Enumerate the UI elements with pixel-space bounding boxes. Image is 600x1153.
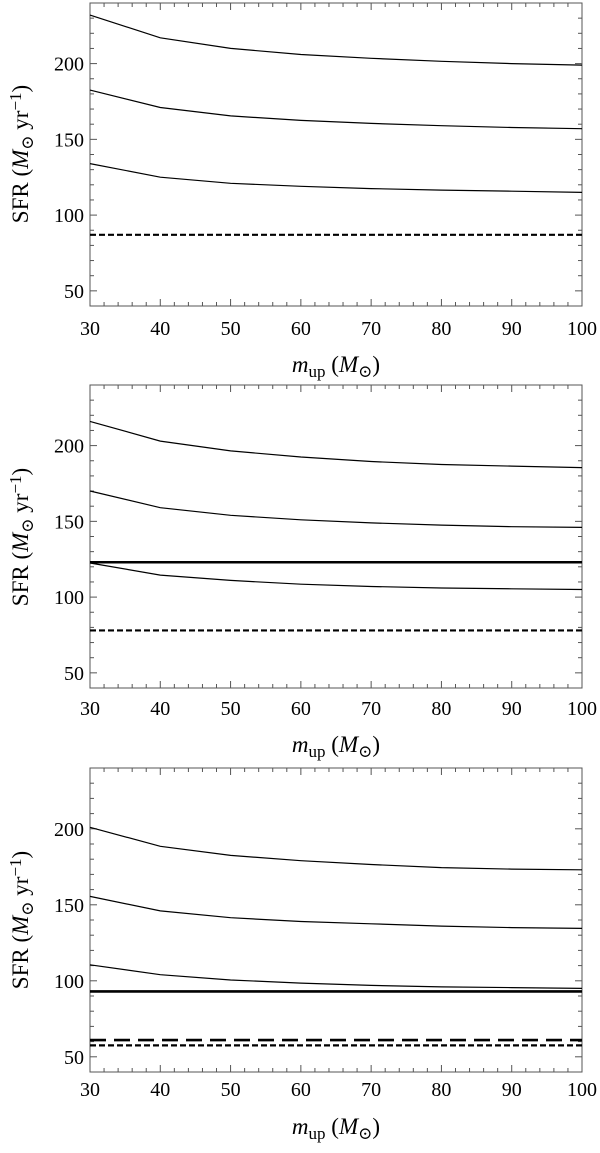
x-tick-label: 40 (150, 698, 170, 720)
x-tick-label: 90 (502, 698, 522, 720)
y-tick-label: 150 (54, 511, 84, 533)
y-tick-label: 50 (64, 663, 84, 685)
y-axis-label: SFR (M⊙ yr−1) (6, 468, 37, 606)
series-line-1 (89, 420, 583, 469)
y-tick-label: 200 (54, 54, 84, 76)
series-line-3 (89, 562, 583, 591)
chart-panel-3: 30 40 50 60 70 80 90 100 50 100 150 200 mup (M⊙) SFR … (6, 767, 597, 1143)
x-tick-label: 70 (361, 1079, 381, 1101)
x-tick-label: 30 (80, 1079, 100, 1101)
x-tick-label: 100 (567, 698, 597, 720)
x-tick-label: 30 (80, 318, 100, 340)
series-line-3 (89, 163, 583, 193)
x-axis-label: mup (M⊙) (292, 352, 380, 381)
x-tick-label: 80 (431, 698, 451, 720)
y-tick-label: 50 (64, 281, 84, 303)
series-line-1 (89, 14, 583, 66)
x-tick-label: 90 (502, 318, 522, 340)
x-tick-label: 60 (291, 318, 311, 340)
series-line-2 (89, 89, 583, 130)
y-tick-label: 150 (54, 895, 84, 917)
x-tick-label: 60 (291, 698, 311, 720)
chart-panel-2: 30 40 50 60 70 80 90 100 50 100 150 200 mup (M⊙) SFR … (6, 384, 597, 761)
x-tick-label: 90 (502, 1079, 522, 1101)
x-tick-label: 70 (361, 698, 381, 720)
x-axis-label: mup (M⊙) (292, 732, 380, 761)
y-tick-label: 200 (54, 819, 84, 841)
plot-frame (89, 2, 583, 307)
series-line-3 (89, 964, 583, 989)
x-tick-label: 30 (80, 698, 100, 720)
y-axis-label: SFR (M⊙ yr−1) (6, 85, 37, 223)
x-axis-label: mup (M⊙) (292, 1114, 380, 1143)
x-tick-label: 50 (221, 698, 241, 720)
plot-frame (89, 384, 583, 689)
x-tick-label: 70 (361, 318, 381, 340)
x-tick-label: 80 (431, 318, 451, 340)
x-tick-label: 50 (221, 318, 241, 340)
x-tick-label: 80 (431, 1079, 451, 1101)
x-tick-label: 100 (567, 1079, 597, 1101)
y-tick-label: 50 (64, 1047, 84, 1069)
x-tick-label: 100 (567, 318, 597, 340)
plot-frame (89, 767, 583, 1073)
y-tick-label: 100 (54, 587, 84, 609)
x-tick-label: 40 (150, 318, 170, 340)
series-line-2 (89, 895, 583, 929)
y-axis-label: SFR (M⊙ yr−1) (6, 851, 37, 989)
y-tick-label: 150 (54, 129, 84, 151)
y-tick-label: 100 (54, 971, 84, 993)
series-line-1 (89, 826, 583, 871)
x-tick-label: 50 (221, 1079, 241, 1101)
series-line-2 (89, 490, 583, 528)
chart-panel-1: 30 40 50 60 70 80 90 100 50 100 150 200 mup (M⊙) SFR … (6, 2, 597, 381)
y-tick-label: 100 (54, 205, 84, 227)
y-tick-label: 200 (54, 436, 84, 458)
x-tick-label: 60 (291, 1079, 311, 1101)
x-tick-label: 40 (150, 1079, 170, 1101)
